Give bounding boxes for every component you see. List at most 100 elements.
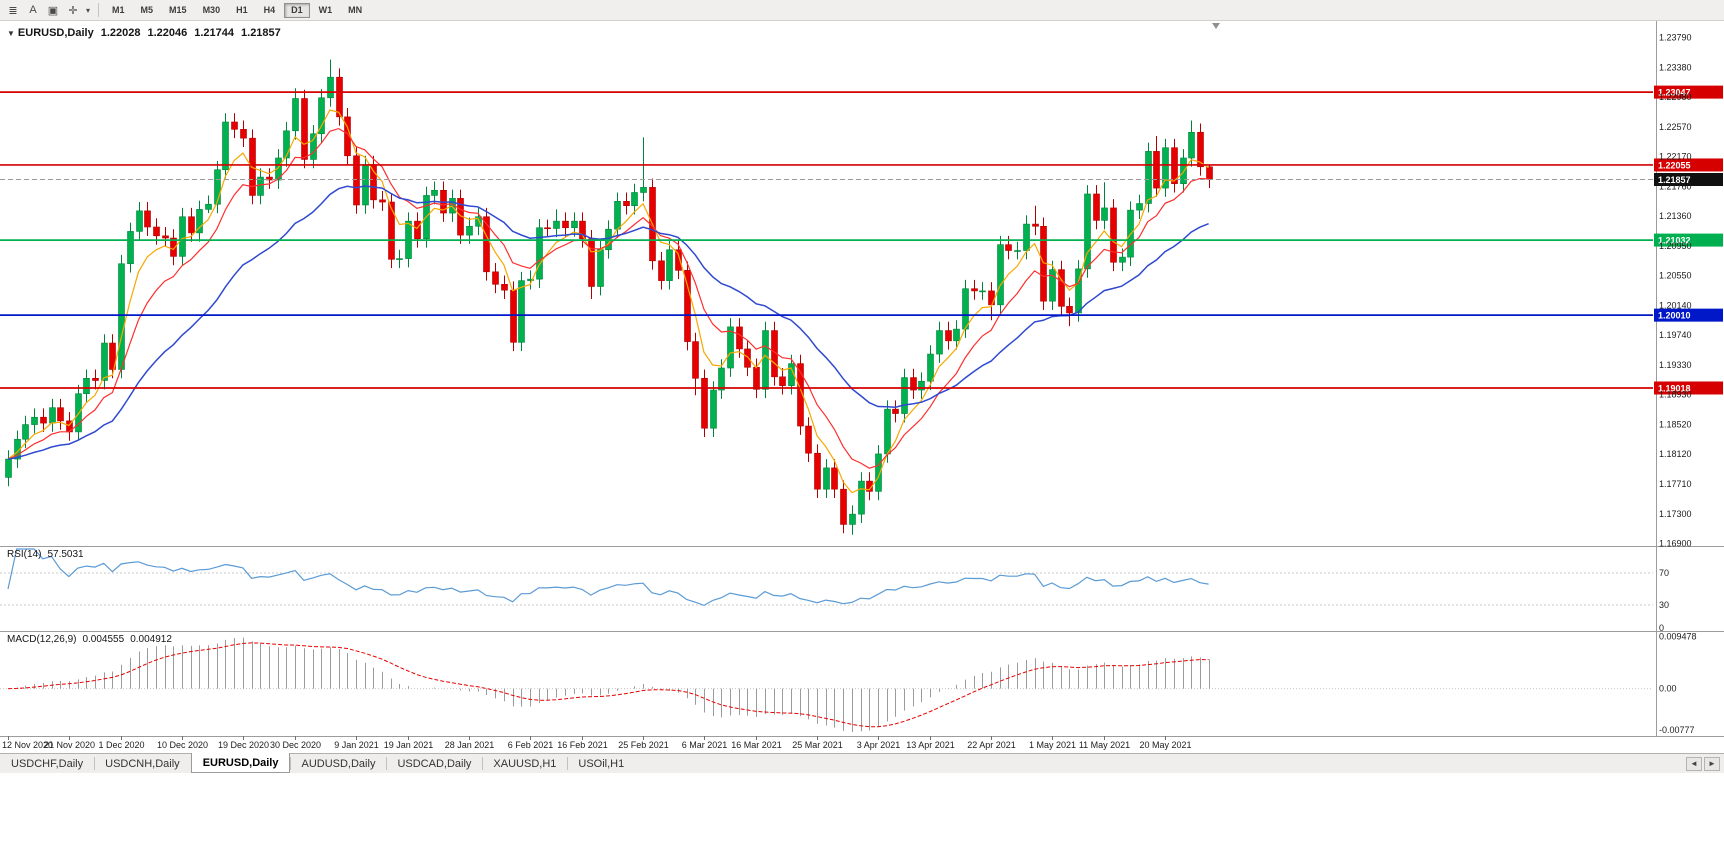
price-axis-label: 1.16900 (1659, 539, 1692, 549)
tab-audusd-daily[interactable]: AUDUSD,Daily (290, 754, 386, 773)
price-badge-text: 1.23047 (1658, 88, 1691, 98)
date-axis-label: 16 Mar 2021 (731, 740, 782, 750)
candle-body (736, 326, 743, 350)
candle-body (727, 326, 734, 369)
candle-body (1093, 193, 1100, 221)
candle-body (5, 458, 12, 478)
menu-icon[interactable]: ≣ (3, 2, 23, 18)
candle-body (196, 209, 203, 234)
ma-slow-line (7, 185, 1209, 460)
candle-body (370, 164, 377, 201)
symbol-tab-bar: USDCHF,Daily USDCNH,Daily EURUSD,Daily AUDU… (0, 753, 1724, 773)
rsi-line (7, 548, 1209, 607)
candle-body (805, 425, 812, 454)
level-price-badge (1654, 158, 1723, 172)
candle-body (1119, 256, 1126, 263)
candle-body (631, 192, 638, 207)
candle-body (292, 98, 299, 132)
date-axis-label: 28 Jan 2021 (445, 740, 495, 750)
tab-usdcad-daily[interactable]: USDCAD,Daily (386, 754, 482, 773)
candle-body (1136, 203, 1143, 211)
candle-body (1162, 147, 1169, 189)
candle-body (692, 341, 699, 379)
price-axis-label: 1.22980 (1659, 92, 1692, 102)
ohlc-close: 1.21857 (241, 27, 281, 39)
candle-body (475, 216, 482, 227)
candle-body (170, 237, 177, 257)
candle-body (1066, 306, 1073, 314)
date-axis-label: 1 May 2021 (1029, 740, 1076, 750)
price-axis-label: 1.18120 (1659, 449, 1692, 459)
timeframe-h1-button[interactable]: H1 (229, 3, 255, 18)
dropdown-arrow-icon[interactable]: ▾ (83, 2, 93, 18)
date-axis-label: 19 Dec 2020 (218, 740, 269, 750)
candle-body (718, 367, 725, 391)
price-axis-label: 1.22570 (1659, 122, 1692, 132)
date-axis-label: 16 Feb 2021 (557, 740, 608, 750)
candle-body (710, 389, 717, 429)
candle-body (597, 249, 604, 287)
macd-name: MACD(12,26,9) (7, 634, 77, 645)
candle-body (179, 216, 186, 257)
timeframe-h4-button[interactable]: H4 (257, 3, 283, 18)
candle-body (840, 488, 847, 525)
candle-body (588, 238, 595, 287)
rsi-axis-label: 30 (1659, 600, 1669, 610)
price-axis-label: 1.19330 (1659, 360, 1692, 370)
candle-body (518, 280, 525, 343)
timeframe-m1-button[interactable]: M1 (105, 3, 132, 18)
candle-body (1058, 269, 1065, 307)
date-axis-label: 21 Nov 2020 (44, 740, 95, 750)
candle-body (1014, 250, 1021, 252)
level-price-badge (1654, 308, 1723, 322)
tabs-scroll-right-button[interactable]: ► (1704, 756, 1720, 771)
chart-window-icon[interactable]: ▣ (43, 2, 63, 18)
candle-body (257, 176, 264, 196)
timeframe-mn-button[interactable]: MN (341, 3, 369, 18)
candle-body (379, 199, 386, 203)
ma-fast-line (7, 109, 1209, 494)
candle-body (910, 377, 917, 391)
price-axis-label: 1.23790 (1659, 33, 1692, 43)
candle-body (301, 98, 308, 160)
price-axis-label: 1.17710 (1659, 479, 1692, 489)
timeframe-w1-button[interactable]: W1 (312, 3, 340, 18)
candle-body (666, 249, 673, 281)
candle-body (205, 203, 212, 210)
candle-body (536, 227, 543, 280)
macd-signal-value: 0.004912 (130, 634, 172, 645)
timeframe-m30-button[interactable]: M30 (196, 3, 228, 18)
candle-body (988, 290, 995, 306)
tab-eurusd-daily[interactable]: EURUSD,Daily (190, 753, 291, 773)
chart-title: ▼ EURUSD,Daily 1.22028 1.22046 1.21744 1.2185… (7, 27, 281, 39)
macd-axis-label: 0.009478 (1659, 632, 1697, 642)
candle-body (414, 220, 421, 240)
symbol-dropdown-icon[interactable]: ▼ (7, 29, 15, 38)
candle-body (466, 225, 473, 236)
tab-usdcnh-daily[interactable]: USDCNH,Daily (94, 754, 191, 773)
tabs-scroll-left-button[interactable]: ◄ (1686, 756, 1702, 771)
candle-body (362, 164, 369, 206)
candle-body (101, 342, 108, 381)
tab-usdchf-daily[interactable]: USDCHF,Daily (0, 754, 94, 773)
rsi-value: 57.5031 (47, 549, 84, 560)
timeframe-m5-button[interactable]: M5 (134, 3, 161, 18)
font-icon[interactable]: A (23, 2, 43, 18)
timeframe-d1-button[interactable]: D1 (284, 2, 310, 18)
tab-xauusd-h1[interactable]: XAUUSD,H1 (482, 754, 567, 773)
candle-body (997, 244, 1004, 306)
timeframe-button-group: M1 M5 M15 M30 H1 H4 D1 W1 MN (104, 2, 370, 18)
price-axis-label: 1.19740 (1659, 330, 1692, 340)
price-axis-label: 1.20140 (1659, 301, 1692, 311)
candle-body (579, 220, 586, 240)
candle-body (188, 216, 195, 234)
candle-body (240, 129, 247, 139)
crosshair-icon[interactable]: ✛ (63, 2, 83, 18)
candle-body (1084, 193, 1091, 270)
tab-usoil-h1[interactable]: USOil,H1 (567, 754, 635, 773)
timeframe-m15-button[interactable]: M15 (162, 3, 194, 18)
candle-body (892, 408, 899, 414)
chart-shift-marker (1212, 23, 1220, 29)
candle-body (945, 330, 952, 342)
